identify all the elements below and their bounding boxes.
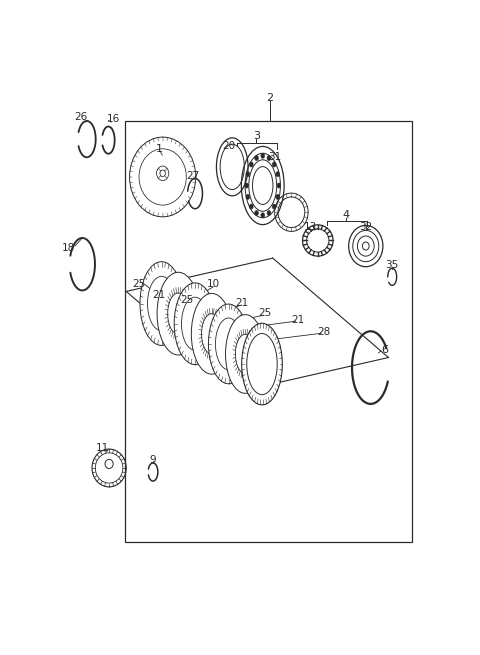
Circle shape xyxy=(277,183,281,188)
Circle shape xyxy=(246,195,250,199)
Ellipse shape xyxy=(157,272,200,355)
Circle shape xyxy=(245,183,249,188)
Text: 6: 6 xyxy=(381,345,388,355)
Text: 35: 35 xyxy=(385,259,399,270)
Text: 28: 28 xyxy=(317,327,331,337)
Circle shape xyxy=(272,204,276,209)
Text: 3: 3 xyxy=(253,131,260,141)
Ellipse shape xyxy=(168,293,189,334)
Text: 21: 21 xyxy=(291,314,305,325)
Text: 10: 10 xyxy=(207,280,220,290)
Ellipse shape xyxy=(174,283,216,365)
Ellipse shape xyxy=(208,304,249,384)
Circle shape xyxy=(246,172,250,177)
Circle shape xyxy=(261,153,264,159)
Text: 13: 13 xyxy=(303,222,317,232)
Ellipse shape xyxy=(192,293,232,374)
Ellipse shape xyxy=(247,333,277,395)
Text: 26: 26 xyxy=(74,113,87,122)
Text: 18: 18 xyxy=(61,243,75,253)
Circle shape xyxy=(255,210,258,215)
Text: 25: 25 xyxy=(132,279,146,289)
Ellipse shape xyxy=(147,276,176,331)
Text: 1: 1 xyxy=(156,144,163,154)
Circle shape xyxy=(267,155,271,160)
Ellipse shape xyxy=(202,314,222,354)
Text: 27: 27 xyxy=(186,172,199,181)
Ellipse shape xyxy=(235,334,255,373)
Text: 9: 9 xyxy=(150,455,156,465)
Circle shape xyxy=(250,204,253,209)
Text: 25: 25 xyxy=(180,295,193,305)
Text: 4: 4 xyxy=(343,210,350,220)
Ellipse shape xyxy=(226,314,265,393)
Ellipse shape xyxy=(242,324,282,405)
Circle shape xyxy=(261,213,264,218)
Text: 21: 21 xyxy=(153,290,166,301)
Text: 2: 2 xyxy=(266,93,274,103)
Text: 16: 16 xyxy=(107,114,120,124)
Circle shape xyxy=(276,195,279,199)
Ellipse shape xyxy=(181,297,209,350)
Text: 20: 20 xyxy=(223,141,236,151)
Circle shape xyxy=(255,155,258,160)
Circle shape xyxy=(267,210,271,215)
Circle shape xyxy=(250,162,253,167)
Bar xyxy=(125,121,411,542)
Ellipse shape xyxy=(216,318,241,370)
Circle shape xyxy=(276,172,279,177)
Text: 32: 32 xyxy=(359,222,372,232)
Text: 31: 31 xyxy=(268,152,282,162)
Text: 11: 11 xyxy=(96,443,109,453)
Text: 25: 25 xyxy=(259,308,272,318)
Text: 21: 21 xyxy=(236,298,249,308)
Ellipse shape xyxy=(140,262,183,345)
Circle shape xyxy=(272,162,276,167)
